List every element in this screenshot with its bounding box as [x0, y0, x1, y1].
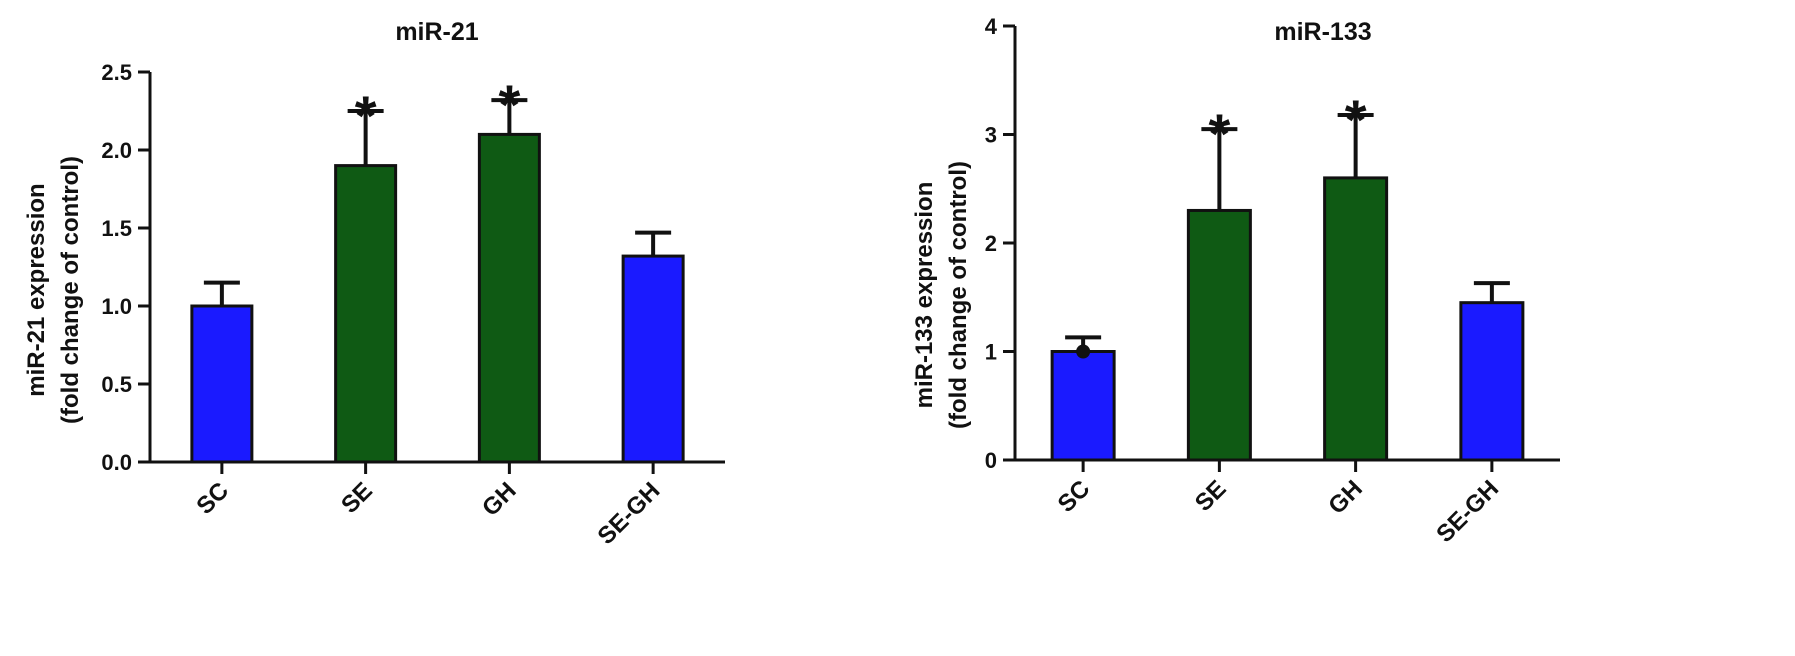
bar-se-gh	[1459, 301, 1525, 462]
y-tick-label: 1.0	[101, 294, 132, 319]
y-tick-label: 0.5	[101, 372, 132, 397]
x-tick-label: GH	[477, 477, 522, 522]
chart-title: miR-133	[1274, 18, 1371, 46]
bar-se	[1186, 208, 1252, 462]
y-tick-label: 2	[985, 231, 997, 256]
x-tick-label: GH	[1323, 475, 1368, 520]
y-axis-label-line1: miR-133 expression	[911, 182, 938, 409]
y-tick-label: 0	[985, 448, 997, 473]
significance-marker: *	[355, 84, 377, 147]
y-tick-label: 1.5	[101, 216, 132, 241]
y-tick-label: 2.5	[101, 60, 132, 85]
bar-sc	[1050, 350, 1116, 462]
chart-mir21: miR-21 miR-21 expression (fold change of…	[23, 18, 725, 550]
y-tick-label: 0.0	[101, 450, 132, 475]
y-tick-label: 3	[985, 123, 997, 148]
chart-mir133: miR-133 miR-133 expression (fold change …	[911, 14, 1560, 548]
significance-marker: *	[498, 73, 520, 136]
x-tick-label: SE	[1190, 475, 1232, 517]
x-tick-label: SC	[1053, 475, 1096, 518]
y-axis-label-line2: (fold change of control)	[57, 156, 84, 424]
x-tick-label: SE	[336, 477, 378, 519]
significance-marker: *	[1208, 102, 1230, 165]
y-axis-label-line2: (fold change of control)	[945, 161, 972, 429]
y-axis-label-line1: miR-21 expression	[23, 183, 50, 396]
bar-gh	[1323, 176, 1389, 462]
chart-title: miR-21	[395, 18, 478, 46]
y-tick-label: 1	[985, 340, 997, 365]
bar-se-gh	[621, 254, 685, 464]
bar-sc	[190, 304, 254, 464]
x-tick-label: SE-GH	[1431, 475, 1504, 548]
bar-gh	[477, 132, 541, 464]
x-tick-label: SC	[191, 477, 234, 520]
x-tick-label: SE-GH	[593, 477, 666, 550]
significance-marker: *	[1345, 88, 1367, 151]
bar-se	[334, 164, 398, 464]
y-tick-label: 2.0	[101, 138, 132, 163]
data-point	[1076, 344, 1091, 359]
y-tick-label: 4	[985, 14, 998, 39]
